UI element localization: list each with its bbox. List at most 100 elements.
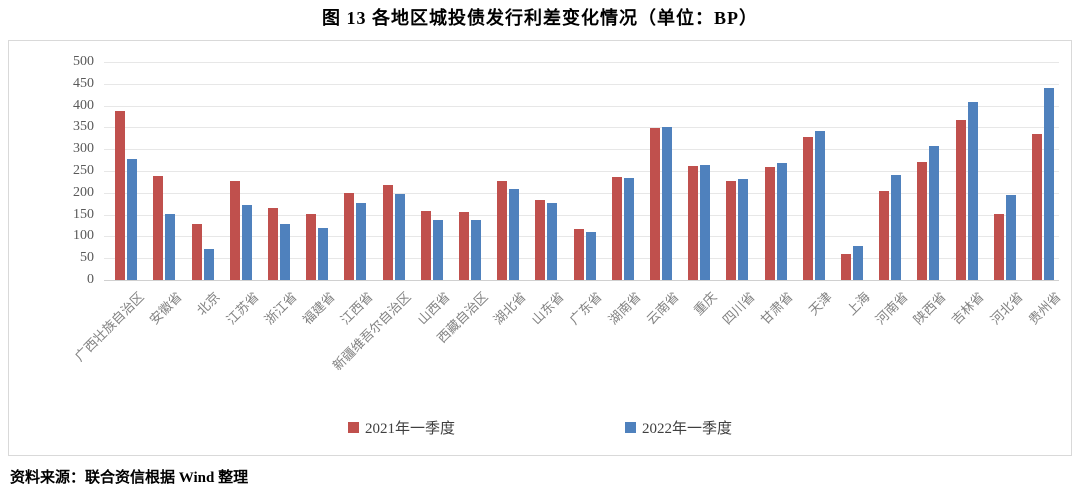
y-axis-tick-100: 100 xyxy=(73,228,94,244)
y-axis-tick-350: 350 xyxy=(73,119,94,135)
bar-2021-重庆 xyxy=(688,165,699,280)
bar-2022-贵州省 xyxy=(1043,88,1054,280)
bar-2021-天津 xyxy=(802,136,813,280)
x-axis-label-湖南省: 湖南省 xyxy=(605,289,644,328)
bar-2021-河南省 xyxy=(879,190,890,280)
gridline-150 xyxy=(104,214,1059,216)
y-axis-tick-500: 500 xyxy=(73,54,94,69)
bar-2021-甘肃省 xyxy=(764,167,775,280)
x-axis-label-河北省: 河北省 xyxy=(987,289,1026,328)
legend-label-2021: 2021年一季度 xyxy=(364,421,455,437)
bar-2021-上海 xyxy=(840,253,851,280)
bar-2022-湖南省 xyxy=(623,177,634,280)
bar-2022-江苏省 xyxy=(241,205,252,280)
bar-2021-福建省 xyxy=(306,213,317,280)
bar-2022-陕西省 xyxy=(929,146,940,280)
bar-2022-广东省 xyxy=(585,232,596,280)
bar-2022-山西省 xyxy=(432,219,443,280)
bar-2022-广西壮族自治区 xyxy=(127,159,138,280)
gridline-400 xyxy=(104,105,1059,107)
source-note: 资料来源：联合资信根据 Wind 整理 xyxy=(10,470,249,486)
bar-2022-新疆维吾尔自治区 xyxy=(394,194,405,280)
gridline-450 xyxy=(104,83,1059,85)
bar-2022-安徽省 xyxy=(165,214,176,280)
gridline-250 xyxy=(104,171,1059,172)
gridline-200 xyxy=(104,192,1059,194)
x-axis-label-贵州省: 贵州省 xyxy=(1025,289,1064,328)
y-axis-tick-50: 50 xyxy=(80,250,94,266)
x-axis-label-江苏省: 江苏省 xyxy=(223,289,262,328)
bar-2021-山东省 xyxy=(535,199,546,280)
bar-2022-山东省 xyxy=(547,202,558,280)
legend-swatch-2021 xyxy=(347,422,359,433)
bar-2021-陕西省 xyxy=(917,162,928,280)
y-axis-tick-0: 0 xyxy=(87,272,94,287)
bar-2022-北京 xyxy=(203,249,214,280)
x-axis-label-浙江省: 浙江省 xyxy=(261,289,300,328)
x-axis-label-重庆: 重庆 xyxy=(690,289,720,319)
legend: 2021年一季度 2022年一季度 xyxy=(9,417,1071,438)
bar-2022-甘肃省 xyxy=(776,162,787,280)
bar-2021-湖北省 xyxy=(497,180,508,280)
bar-2021-广西壮族自治区 xyxy=(115,111,126,280)
bar-2021-安徽省 xyxy=(153,175,164,280)
x-axis-label-北京: 北京 xyxy=(194,289,224,319)
bar-2021-吉林省 xyxy=(955,119,966,280)
bar-2022-上海 xyxy=(852,245,863,280)
bar-2021-贵州省 xyxy=(1031,134,1042,280)
gridline-300 xyxy=(104,149,1059,151)
x-axis-label-陕西省: 陕西省 xyxy=(910,289,950,328)
x-axis-label-吉林省: 吉林省 xyxy=(949,289,988,328)
bar-2021-江苏省 xyxy=(229,181,240,280)
y-axis-tick-150: 150 xyxy=(73,206,94,222)
bar-2022-天津 xyxy=(814,131,825,280)
bar-2022-江西省 xyxy=(356,203,367,280)
x-axis-label-安徽省: 安徽省 xyxy=(146,289,186,328)
x-axis-label-福建省: 福建省 xyxy=(299,289,338,328)
bar-2021-湖南省 xyxy=(611,176,622,280)
bar-2021-西藏自治区 xyxy=(458,211,469,280)
bar-2021-浙江省 xyxy=(267,207,278,280)
bar-2021-广东省 xyxy=(573,229,584,280)
x-axis-label-广西壮族自治区: 广西壮族自治区 xyxy=(71,289,147,365)
bar-2022-西藏自治区 xyxy=(470,219,481,280)
x-axis-label-广东省: 广东省 xyxy=(567,289,606,328)
legend-item-2021: 2021年一季度 xyxy=(347,417,455,438)
legend-label-2022: 2022年一季度 xyxy=(642,421,733,437)
legend-swatch-2022 xyxy=(625,422,636,433)
y-axis-tick-300: 300 xyxy=(73,141,94,157)
bar-2021-北京 xyxy=(191,223,202,280)
bar-2022-河北省 xyxy=(1005,194,1016,280)
bar-2022-云南省 xyxy=(661,127,672,280)
x-axis-label-天津: 天津 xyxy=(805,289,835,319)
bar-2022-河南省 xyxy=(891,174,902,280)
bar-2021-四川省 xyxy=(726,181,737,280)
x-axis-label-云南省: 云南省 xyxy=(643,289,682,328)
bar-2021-山西省 xyxy=(420,211,431,280)
y-axis-tick-400: 400 xyxy=(73,97,94,113)
gridline-500 xyxy=(104,62,1059,63)
x-axis-label-上海: 上海 xyxy=(843,289,873,319)
bar-2022-吉林省 xyxy=(967,101,978,280)
x-axis-label-河南省: 河南省 xyxy=(872,289,911,328)
x-axis-label-四川省: 四川省 xyxy=(719,289,759,328)
figure-title: 图 13 各地区城投债发行利差变化情况（单位：BP） xyxy=(322,8,758,28)
y-axis-tick-450: 450 xyxy=(73,75,94,91)
bar-2022-湖北省 xyxy=(509,189,520,280)
y-axis-tick-200: 200 xyxy=(73,184,94,200)
bar-2021-河北省 xyxy=(993,213,1004,280)
legend-item-2022: 2022年一季度 xyxy=(625,417,732,438)
bar-2022-重庆 xyxy=(700,164,711,280)
x-axis-label-湖北省: 湖北省 xyxy=(490,289,529,328)
bar-2022-四川省 xyxy=(738,178,749,280)
y-axis-tick-250: 250 xyxy=(73,163,94,178)
bar-2021-云南省 xyxy=(649,128,660,280)
x-axis-label-山东省: 山东省 xyxy=(528,289,568,328)
x-axis-label-甘肃省: 甘肃省 xyxy=(758,289,797,328)
bar-2021-新疆维吾尔自治区 xyxy=(382,184,393,280)
bar-2022-福建省 xyxy=(318,227,329,280)
bar-2021-江西省 xyxy=(344,192,355,280)
bar-2022-浙江省 xyxy=(279,224,290,280)
gridline-350 xyxy=(104,127,1059,129)
